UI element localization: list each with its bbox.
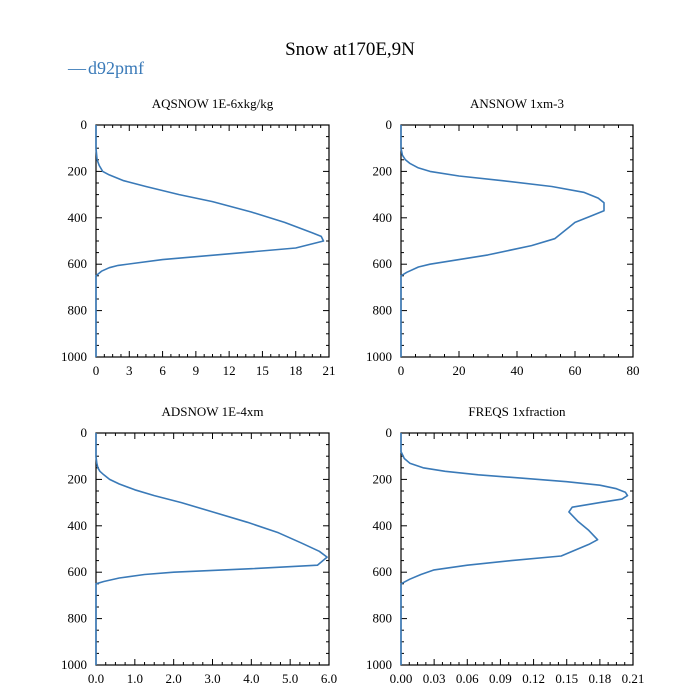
- plot-frame: [400, 124, 634, 358]
- x-tick-label: 3.0: [204, 671, 220, 686]
- x-tick-label: 0: [398, 363, 405, 378]
- plot-frame: [95, 124, 330, 358]
- y-tick-label: 0: [386, 425, 393, 440]
- x-tick-label: 0.18: [588, 671, 611, 686]
- panels: AQSNOW 1E-6xkg/kg0 3 6 9 12 15 18 2102004006008…: [61, 96, 644, 686]
- x-tick-label: 0: [93, 363, 100, 378]
- x-tick-label: 0.06: [456, 671, 479, 686]
- x-tick-label: 3: [126, 363, 133, 378]
- y-tick-label: 0: [386, 117, 393, 132]
- series-line-d92pmf: [95, 125, 325, 357]
- x-tick-label: 5.0: [282, 671, 298, 686]
- y-tick-label: 600: [373, 564, 393, 579]
- x-tick-label: 0.00: [390, 671, 413, 686]
- x-tick-label: 1.0: [127, 671, 143, 686]
- panel-1: AQSNOW 1E-6xkg/kg 0 3 6 9 12 15 18 21 0 200 400 600 8…: [61, 96, 336, 378]
- y-tick-label: 200: [373, 163, 393, 178]
- x-tick-label: 4.0: [243, 671, 259, 686]
- y-tick-label: 200: [373, 471, 393, 486]
- x-tick-label: 21: [323, 363, 336, 378]
- y-tick-label: 400: [68, 210, 88, 225]
- x-tick-label: 15: [256, 363, 269, 378]
- series-line-d92pmf: [95, 433, 328, 665]
- y-tick-label: 1000: [61, 657, 87, 672]
- y-tick-label: 400: [68, 518, 88, 533]
- x-tick-label: 0.0: [88, 671, 104, 686]
- y-tick-label: 0: [81, 425, 88, 440]
- y-tick-label: 600: [373, 256, 393, 271]
- x-tick-label: 0.09: [489, 671, 512, 686]
- y-tick-label: 1000: [366, 349, 392, 364]
- series-line-d92pmf: [400, 125, 605, 357]
- panel-title: FREQS 1xfraction: [468, 404, 566, 419]
- legend-marker: —: [67, 58, 87, 78]
- panel-title: ADSNOW 1E-4xm: [162, 404, 264, 419]
- x-tick-label: 0.12: [522, 671, 545, 686]
- y-tick-label: 200: [68, 163, 88, 178]
- y-tick-label: 200: [68, 471, 88, 486]
- panel-4: FREQS 1xfraction 0.00 0.03 0.06 0.09 0.12 0.15…: [366, 404, 644, 686]
- x-tick-label: 0.21: [622, 671, 645, 686]
- y-tick-label: 800: [373, 303, 393, 318]
- x-tick-label: 9: [193, 363, 200, 378]
- y-tick-label: 400: [373, 518, 393, 533]
- x-tick-label: 40: [511, 363, 524, 378]
- y-tick-label: 600: [68, 564, 88, 579]
- plot-frame: [95, 432, 330, 666]
- legend-label: d92pmf: [88, 58, 144, 78]
- legend: — d92pmf: [67, 58, 144, 78]
- y-tick-label: 800: [373, 611, 393, 626]
- y-tick-label: 0: [81, 117, 88, 132]
- x-tick-label: 0.15: [555, 671, 578, 686]
- plot-frame: [400, 432, 634, 666]
- y-tick-label: 1000: [366, 657, 392, 672]
- panel-title: ANSNOW 1xm-3: [470, 96, 564, 111]
- x-tick-label: 12: [223, 363, 236, 378]
- figure-title: Snow at170E,9N: [285, 39, 415, 60]
- y-tick-label: 800: [68, 611, 88, 626]
- y-tick-label: 400: [373, 210, 393, 225]
- x-tick-label: 20: [453, 363, 466, 378]
- x-tick-label: 0.03: [423, 671, 446, 686]
- x-tick-label: 6.0: [321, 671, 337, 686]
- x-tick-label: 6: [159, 363, 166, 378]
- x-tick-label: 80: [627, 363, 640, 378]
- x-tick-label: 18: [289, 363, 302, 378]
- y-tick-label: 600: [68, 256, 88, 271]
- x-tick-label: 2.0: [166, 671, 182, 686]
- panel-title: AQSNOW 1E-6xkg/kg: [152, 96, 274, 111]
- y-tick-label: 800: [68, 303, 88, 318]
- series-line-d92pmf: [400, 433, 629, 665]
- x-tick-label: 60: [569, 363, 582, 378]
- panel-3: ADSNOW 1E-4xm 0.0 1.0 2.0 3.0 4.0 5.0 6.0 0 200 40…: [61, 404, 337, 686]
- y-tick-label: 1000: [61, 349, 87, 364]
